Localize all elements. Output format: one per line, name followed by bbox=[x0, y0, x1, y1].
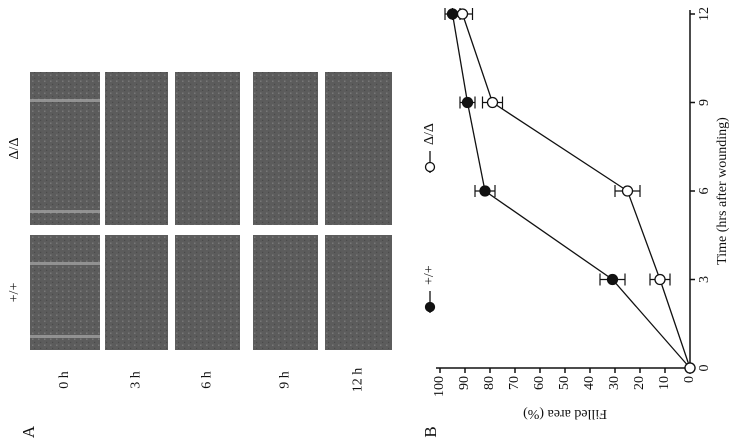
y-tick-label: 90 bbox=[457, 376, 472, 390]
y-tick-label: 40 bbox=[582, 376, 597, 390]
data-point bbox=[655, 275, 665, 285]
y-tick-label: 70 bbox=[507, 376, 522, 390]
time-label: 12 h bbox=[351, 368, 366, 393]
series-line bbox=[463, 14, 691, 368]
legend-label: +/+ bbox=[422, 265, 437, 285]
data-point bbox=[608, 275, 618, 285]
y-tick-label: 50 bbox=[557, 376, 572, 390]
y-tick-label: 0 bbox=[682, 376, 697, 383]
genotype-label: +/+ bbox=[7, 283, 22, 303]
time-label: 9 h bbox=[278, 371, 293, 389]
wound-edge bbox=[30, 210, 100, 213]
time-label: 0 h bbox=[57, 371, 72, 389]
data-point bbox=[623, 186, 633, 196]
wound-edge bbox=[30, 262, 100, 265]
x-tick-label: 9 bbox=[697, 99, 712, 106]
micrograph bbox=[253, 72, 318, 225]
genotype-label: Δ/Δ bbox=[7, 138, 22, 160]
x-tick-label: 6 bbox=[697, 188, 712, 195]
micrograph bbox=[253, 235, 318, 350]
x-tick-label: 3 bbox=[697, 276, 712, 283]
micrograph bbox=[325, 72, 392, 225]
data-point bbox=[458, 9, 468, 19]
data-point bbox=[488, 98, 498, 108]
y-tick-label: 80 bbox=[482, 376, 497, 390]
micrograph bbox=[105, 72, 168, 225]
y-tick-label: 10 bbox=[657, 376, 672, 390]
micrograph bbox=[105, 235, 168, 350]
legend-label: Δ/Δ bbox=[422, 123, 437, 145]
panel-label: A bbox=[19, 425, 38, 438]
time-label: 3 h bbox=[129, 371, 144, 389]
time-label: 6 h bbox=[200, 371, 215, 389]
y-tick-label: 30 bbox=[607, 376, 622, 390]
wound-edge bbox=[30, 335, 100, 338]
x-axis-label: Time (hrs after wounding) bbox=[715, 117, 730, 265]
y-tick-label: 20 bbox=[632, 376, 647, 390]
y-tick-label: 60 bbox=[532, 376, 547, 390]
panel-label: B bbox=[421, 426, 440, 437]
micrograph bbox=[325, 235, 392, 350]
wound-edge bbox=[30, 99, 100, 102]
x-tick-label: 0 bbox=[697, 365, 712, 372]
legend-marker bbox=[426, 163, 435, 172]
data-point bbox=[685, 363, 695, 373]
data-point bbox=[480, 186, 490, 196]
micrograph bbox=[30, 235, 100, 350]
x-tick-label: 12 bbox=[697, 7, 712, 21]
data-point bbox=[463, 98, 473, 108]
y-tick-label: 100 bbox=[432, 376, 447, 397]
micrograph bbox=[175, 235, 240, 350]
micrograph bbox=[175, 72, 240, 225]
figure: A B +/+Δ/Δ0 h3 h6 h9 h12 h01020304050607… bbox=[0, 0, 740, 443]
legend-marker bbox=[426, 303, 435, 312]
y-axis-label: Filled area (%) bbox=[523, 406, 607, 421]
micrograph bbox=[30, 72, 100, 225]
